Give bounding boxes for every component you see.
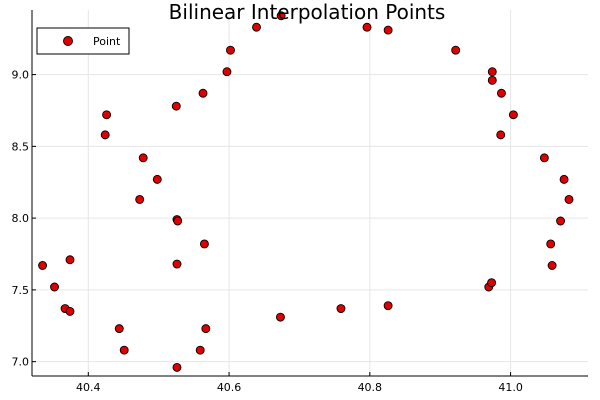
data-point — [135, 195, 145, 204]
y-tick-label: 8.0 — [12, 212, 30, 225]
data-point — [172, 259, 182, 269]
data-point — [173, 216, 183, 226]
data-point — [539, 153, 549, 163]
data-point — [559, 174, 569, 184]
data-point — [195, 345, 205, 355]
data-point — [198, 88, 208, 98]
data-point — [383, 25, 393, 35]
data-point — [252, 22, 261, 32]
x-tick-label: 41.0 — [498, 381, 523, 394]
data-point — [114, 324, 124, 334]
data-point — [383, 301, 393, 311]
data-point — [65, 306, 75, 316]
data-point — [564, 195, 574, 204]
data-point — [102, 110, 112, 120]
data-point — [362, 22, 372, 32]
x-tick-label: 40.8 — [358, 381, 383, 394]
data-point — [100, 130, 110, 140]
data-point — [226, 45, 235, 55]
legend-box — [36, 27, 130, 55]
x-tick-label: 40.6 — [217, 381, 242, 394]
y-tick-label: 7.5 — [12, 284, 30, 297]
legend-label: Point — [93, 35, 121, 48]
data-point — [487, 278, 497, 288]
data-point — [547, 261, 557, 270]
legend: Point — [36, 27, 130, 55]
chart-title: Bilinear Interpolation Points — [169, 0, 446, 24]
data-point — [172, 362, 182, 372]
data-point — [451, 45, 461, 55]
y-tick-label: 8.5 — [12, 140, 30, 153]
data-point — [38, 261, 48, 270]
data-point — [65, 255, 75, 265]
axes-layer: 40.4 40.6 40.8 41.0 7.0 7.5 8.0 8.5 9.0 — [12, 10, 588, 394]
data-point — [201, 324, 211, 334]
data-point — [199, 239, 209, 249]
grid-layer — [32, 10, 588, 376]
data-point — [276, 11, 286, 21]
data-point — [275, 312, 285, 322]
points-layer — [38, 11, 574, 372]
legend-marker — [63, 36, 73, 46]
data-point — [508, 110, 518, 120]
data-point — [152, 174, 162, 184]
data-point — [119, 345, 129, 355]
data-point — [138, 153, 148, 163]
x-tick-label: 40.4 — [76, 381, 101, 394]
data-point — [546, 239, 556, 249]
data-point — [496, 88, 506, 98]
data-point — [487, 75, 497, 85]
data-point — [487, 67, 497, 77]
data-point — [336, 304, 346, 313]
data-point — [496, 130, 506, 140]
y-tick-label: 7.0 — [12, 356, 30, 369]
data-point — [222, 67, 232, 77]
data-point — [556, 216, 566, 226]
data-point — [171, 101, 181, 111]
data-point — [50, 282, 59, 292]
y-tick-label: 9.0 — [12, 69, 30, 82]
